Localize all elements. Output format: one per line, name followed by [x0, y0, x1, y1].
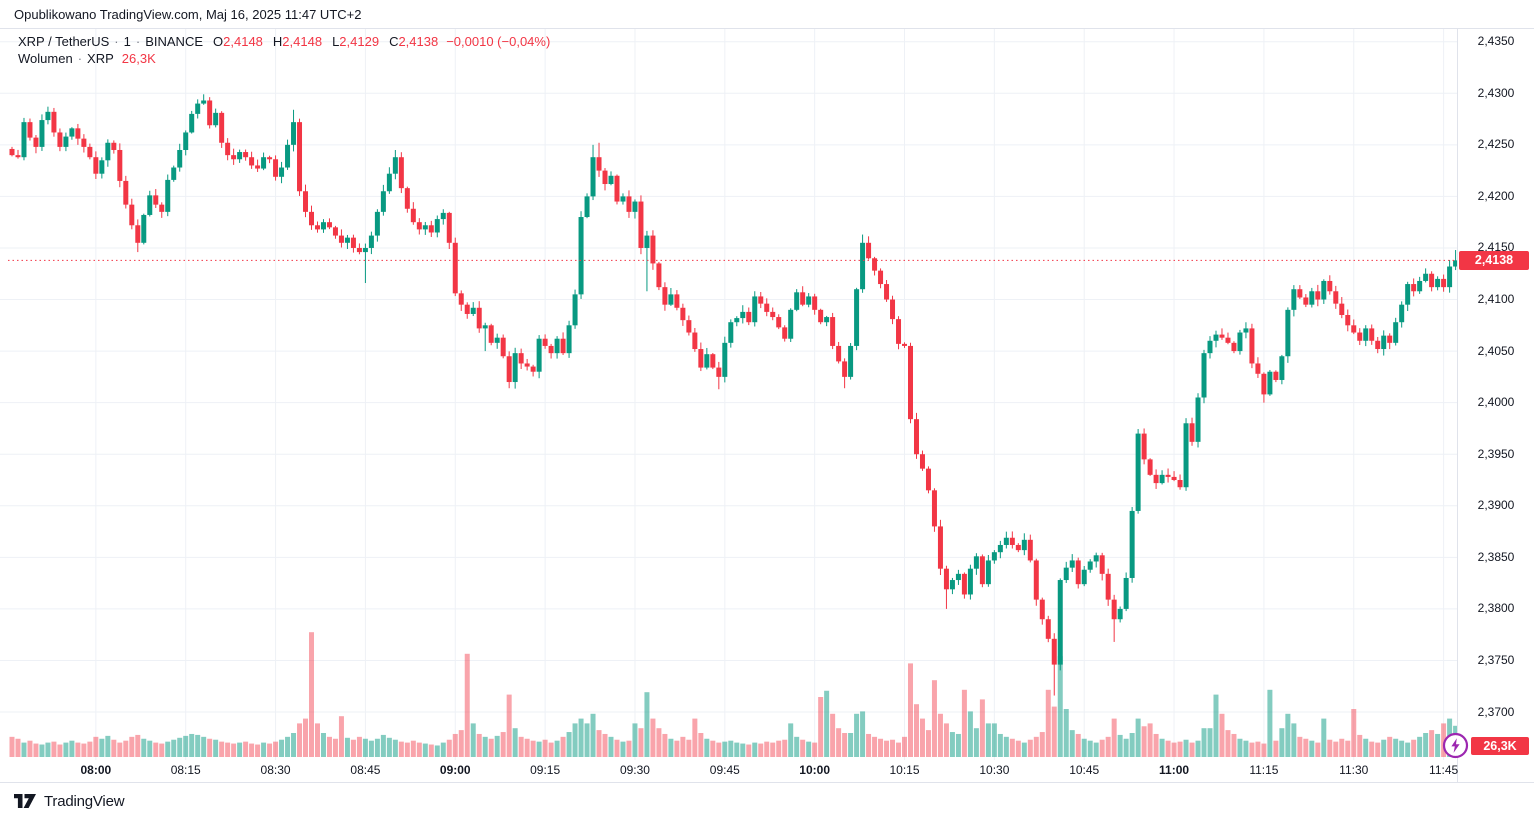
symbol-name[interactable]: XRP / TetherUS [18, 34, 110, 49]
time-axis-label: 11:30 [1339, 763, 1369, 777]
price-axis-label: 2,4050 [1477, 343, 1515, 358]
volume-badge: 26,3K [1471, 737, 1529, 755]
time-axis-label: 11:15 [1249, 763, 1279, 777]
volume-study-label[interactable]: Wolumen [18, 51, 73, 66]
ohlc-letter: L [332, 34, 340, 49]
pane-bottom-border [0, 782, 1534, 783]
footer: TradingView [14, 791, 125, 811]
tradingview-logo-icon[interactable] [14, 794, 37, 808]
time-axis-label: 09:15 [530, 763, 561, 777]
time-axis-label: 08:00 [80, 763, 112, 777]
exchange-label[interactable]: BINANCE [145, 34, 204, 49]
volume-value: 26,3K [121, 51, 156, 66]
legend-separator: · [77, 51, 83, 66]
interval-label[interactable]: 1 [123, 34, 131, 49]
legend-volume-row: Wolumen · XRP 26,3K [18, 50, 550, 67]
ohlc-letter: H [272, 34, 283, 49]
price-axis-label: 2,4350 [1477, 34, 1515, 49]
last-price-badge: 2,4138 [1459, 250, 1529, 270]
time-axis-label: 10:15 [889, 763, 920, 777]
candles [9, 94, 1457, 696]
legend-separator: · [114, 34, 119, 49]
ohlc-value: 2,4129 [339, 34, 380, 49]
ohlc-value: 2,4138 [398, 34, 439, 49]
time-axis-label: 11:00 [1159, 763, 1190, 777]
time-axis-label: 09:45 [709, 763, 740, 777]
price-axis-label: 2,4200 [1477, 188, 1515, 203]
time-axis-label: 10:30 [979, 763, 1010, 777]
ohlc-value: 2,4148 [282, 34, 323, 49]
price-axis-label: 2,3750 [1477, 652, 1515, 667]
legend-symbol-row: XRP / TetherUS · 1 · BINANCE O2,4148 H2,4148 L2… [18, 33, 550, 50]
price-axis-label: 2,4250 [1477, 137, 1515, 152]
price-axis-label: 2,3800 [1477, 601, 1515, 616]
chart-legend: XRP / TetherUS · 1 · BINANCE O2,4148 H2,4148 L2… [18, 33, 550, 67]
legend-separator: · [135, 34, 141, 49]
time-axis-label: 08:45 [350, 763, 381, 777]
ohlc-values: O2,4148 H2,4148 L2,4129 C2,4138 [203, 34, 438, 49]
time-axis-label: 09:00 [439, 763, 471, 777]
time-axis-label: 08:15 [170, 763, 201, 777]
lightning-icon[interactable] [1442, 732, 1469, 759]
ohlc-letter: O [213, 34, 224, 49]
price-axis-label: 2,3850 [1477, 549, 1515, 564]
time-axis-label: 11:45 [1429, 763, 1459, 777]
time-axis-label: 10:00 [799, 763, 830, 777]
publication-line: Opublikowano TradingView.com, Maj 16, 20… [14, 7, 362, 22]
volume-symbol-label[interactable]: XRP [87, 51, 114, 66]
time-axis-label: 10:45 [1069, 763, 1100, 777]
volume-bars [9, 632, 1457, 757]
ohlc-value: 2,4148 [223, 34, 263, 49]
price-axis-label: 2,3900 [1477, 498, 1515, 513]
time-axis-label: 08:30 [260, 763, 291, 777]
change-value: −0,0010 (−0,04%) [446, 34, 551, 49]
ohlc-letter: C [389, 34, 399, 49]
price-axis-label: 2,4300 [1477, 85, 1515, 100]
price-axis-separator [1457, 28, 1458, 782]
price-axis-label: 2,4100 [1477, 292, 1515, 307]
gridlines [0, 29, 1457, 760]
price-axis-label: 2,3700 [1477, 704, 1515, 719]
brand-name[interactable]: TradingView [44, 792, 125, 810]
price-axis-label: 2,4000 [1477, 395, 1515, 410]
time-axis-label: 09:30 [619, 763, 650, 777]
price-axis-label: 2,3950 [1477, 446, 1515, 461]
pane-top-border [0, 28, 1534, 29]
